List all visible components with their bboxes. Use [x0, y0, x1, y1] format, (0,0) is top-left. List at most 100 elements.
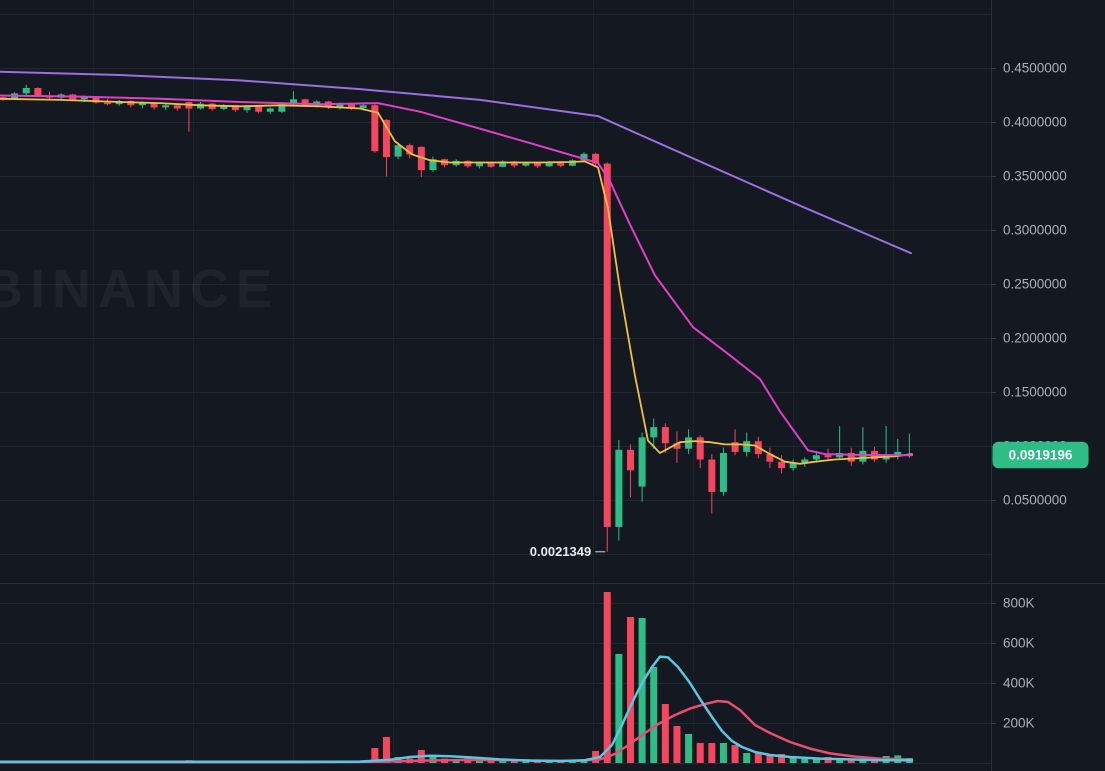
candle-body [615, 449, 623, 527]
gridlines [0, 14, 991, 764]
volume-bar [661, 704, 669, 763]
candle-wick [862, 427, 864, 465]
volume-ma-slow-line [0, 699, 914, 764]
candle-wick [188, 101, 190, 132]
candle-body [557, 161, 565, 166]
candle-wick [293, 91, 294, 107]
candle-body [522, 162, 530, 166]
price-axis-label: 0.4000000 [1003, 115, 1067, 130]
volume-bar [626, 617, 634, 763]
volume-bar [719, 743, 727, 763]
volume-axis-label: 400K [1003, 676, 1035, 691]
candle-body [847, 453, 855, 462]
volume-bar [859, 760, 867, 763]
low-price-label: 0.0021349 [530, 544, 591, 559]
candle-body [278, 104, 286, 112]
volume-bar [650, 667, 658, 763]
volume-bar [371, 748, 379, 763]
candle-body [510, 161, 518, 166]
volume-bar [685, 734, 693, 763]
exchange-watermark: BINANCE [0, 259, 279, 319]
volume-bar [696, 743, 704, 763]
candle-body [243, 106, 251, 111]
candle-body [92, 96, 100, 103]
candle-body [499, 161, 507, 167]
candle-body [255, 106, 263, 112]
last-price-badge-background [992, 441, 1089, 469]
candle-body [301, 99, 309, 106]
volume-bar [778, 754, 786, 763]
price-axis-label: 0.1500000 [1003, 385, 1067, 400]
volume-bar [754, 752, 762, 763]
candle-body [580, 153, 588, 161]
volume-bar [510, 760, 518, 763]
volume-bar [475, 760, 483, 763]
candle-body [696, 437, 704, 460]
ma-fast-line [0, 97, 913, 465]
volume-bar [847, 759, 855, 763]
candle-wick [908, 433, 910, 458]
volume-pane [0, 592, 914, 764]
candle-body [708, 459, 716, 492]
candle-body [778, 461, 786, 469]
candle-body [603, 163, 611, 527]
candle-body [429, 159, 437, 171]
price-axis[interactable]: 0.4500000 0.4000000 0.3500000 0.3000000 0.25… [991, 61, 1067, 731]
volume-bar [812, 758, 820, 763]
volume-bar [638, 618, 646, 763]
ma-slow-line [0, 70, 912, 255]
candle-body [382, 119, 390, 158]
candle-body [789, 462, 797, 469]
volume-bar [429, 755, 437, 763]
candle-body [150, 103, 158, 108]
candle-body [894, 451, 902, 457]
price-axis-label: 0.4500000 [1003, 61, 1067, 76]
volume-bar [382, 737, 390, 763]
candle-body [336, 104, 344, 108]
candle-body [464, 160, 472, 167]
candle-body [882, 456, 890, 460]
candle-wick [897, 438, 899, 460]
volume-bar [836, 759, 844, 763]
last-price-badge-value: 0.0919196 [1009, 448, 1073, 463]
price-axis-label: 0.3500000 [1003, 169, 1067, 184]
volume-axis-label: 600K [1003, 636, 1035, 651]
volume-bar [580, 760, 588, 763]
candle-body [394, 145, 402, 157]
volume-bar [615, 654, 623, 763]
candle-body [592, 153, 600, 164]
volume-bar [801, 757, 809, 763]
volume-bar [673, 726, 681, 763]
volume-bar [743, 753, 751, 763]
moving-average-overlays [0, 70, 913, 465]
candle-body [824, 455, 832, 458]
candle-body [406, 145, 414, 155]
candle-body [231, 105, 239, 111]
candle-body [638, 437, 646, 487]
candle-body [487, 162, 495, 167]
volume-bar [545, 761, 553, 763]
volume-bar [522, 761, 530, 763]
candle-body [801, 459, 809, 463]
candle-wick [629, 444, 631, 498]
volume-bar [789, 756, 797, 763]
candle-body [475, 162, 483, 167]
last-price-badge: 0.0919196 [992, 441, 1089, 469]
candle-body [719, 453, 727, 492]
candle-body [859, 450, 867, 462]
volume-bar [487, 760, 495, 763]
candle-wick [885, 426, 887, 463]
volume-bar [603, 592, 611, 763]
candle-body [743, 441, 751, 452]
candle-body [371, 105, 379, 152]
candle-body [104, 102, 112, 105]
volume-axis-label: 200K [1003, 716, 1035, 731]
volume-bar [708, 743, 716, 763]
candle-body [626, 449, 634, 471]
volume-bar [766, 755, 774, 763]
candle-body [673, 443, 681, 449]
price-axis-label: 0.0500000 [1003, 493, 1067, 508]
